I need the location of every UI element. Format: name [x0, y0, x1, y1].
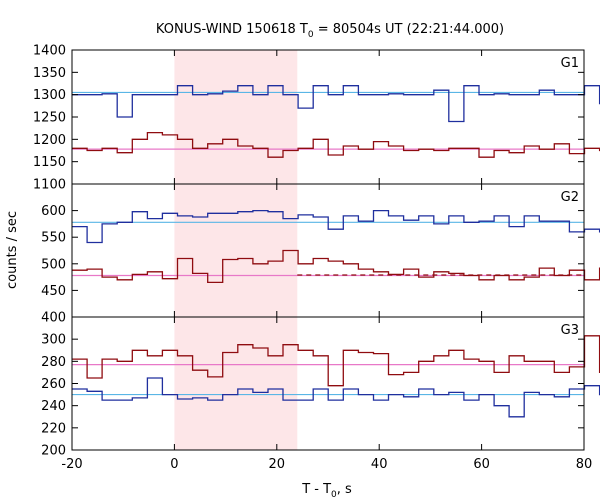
- y-tick-label-g3: 300: [41, 333, 66, 348]
- y-tick-label-g1: 1300: [33, 88, 66, 103]
- y-tick-label-g2: 400: [41, 311, 66, 326]
- y-tick-label-g3: 280: [41, 355, 66, 370]
- panel-label-g2: G2: [561, 190, 579, 205]
- panel-label-g1: G1: [561, 56, 579, 71]
- y-tick-label-g3: 200: [41, 444, 66, 459]
- y-tick-label-g1: 1200: [33, 133, 66, 148]
- y-tick-label-g1: 1100: [33, 178, 66, 193]
- x-axis-title-sub: 0: [331, 490, 337, 500]
- series-blue-g3: [72, 377, 600, 418]
- y-tick-label-g3: 220: [41, 421, 66, 436]
- y-tick-label-g1: 1250: [33, 111, 66, 126]
- series-red-g3: [72, 335, 600, 387]
- y-tick-label-g1: 1150: [33, 155, 66, 170]
- x-tick-label: 20: [269, 457, 286, 472]
- y-tick-label-g2: 550: [41, 231, 66, 246]
- plot-area: 1100115012001250130013501400G14004505005…: [33, 44, 600, 472]
- panel-label-g3: G3: [561, 323, 579, 338]
- y-tick-label-g1: 1400: [33, 44, 66, 59]
- x-tick-label: 40: [371, 457, 388, 472]
- series-red-g1: [72, 131, 600, 158]
- chart-title-main: KONUS-WIND 150618 T: [156, 22, 308, 37]
- y-tick-label-g3: 240: [41, 399, 66, 414]
- series-blue-g1: [72, 85, 600, 123]
- y-tick-label-g2: 600: [41, 204, 66, 219]
- highlight-band-g2: [174, 184, 298, 317]
- x-tick-label: 0: [170, 457, 178, 472]
- panel-frame-g1: [71, 49, 585, 185]
- chart-title-sub: 0: [308, 30, 314, 40]
- x-axis-title: T - T0, s: [301, 482, 352, 500]
- panel-frame-g2: [71, 183, 585, 318]
- y-tick-label-g3: 260: [41, 377, 66, 392]
- y-tick-label-g2: 450: [41, 284, 66, 299]
- series-red-g2: [72, 249, 600, 284]
- y-tick-label-g1: 1350: [33, 66, 66, 81]
- series-blue-g2: [72, 209, 600, 244]
- x-tick-label: 80: [576, 457, 593, 472]
- highlight-band-g3: [174, 317, 298, 450]
- highlight-band-g1: [174, 50, 298, 184]
- chart-title-rest: = 80504s UT (22:21:44.000): [314, 22, 504, 37]
- x-axis-title-rest: , s: [337, 482, 352, 497]
- x-axis-title-main: T - T: [301, 482, 331, 497]
- chart-title: KONUS-WIND 150618 T0 = 80504s UT (22:21:…: [156, 22, 504, 40]
- y-tick-label-g2: 500: [41, 257, 66, 272]
- x-tick-label: -20: [61, 457, 82, 472]
- y-axis-title: counts / sec: [5, 211, 20, 289]
- x-tick-label: 60: [473, 457, 490, 472]
